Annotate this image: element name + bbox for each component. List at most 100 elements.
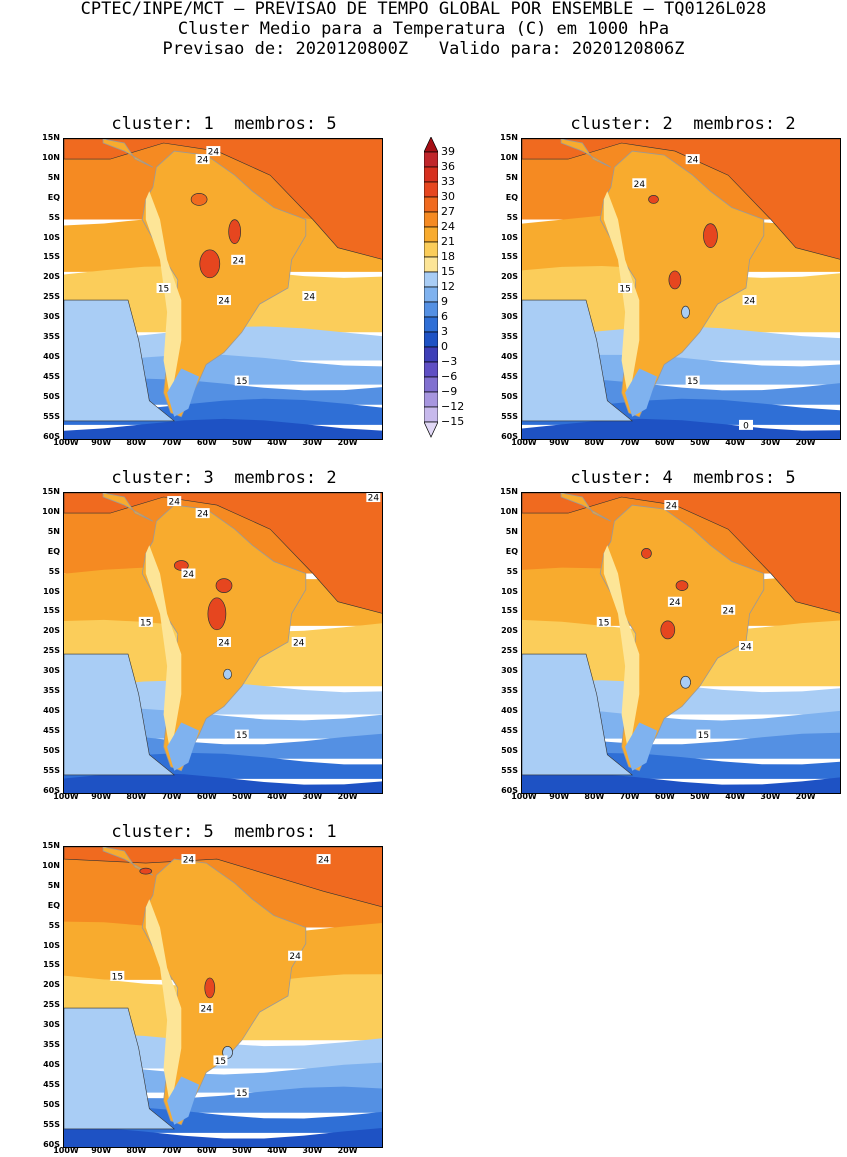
lat-tick-label: 55S — [43, 765, 60, 775]
lon-tick-label: 90W — [91, 438, 112, 447]
lat-tick-label: 35S — [43, 332, 60, 341]
warm-region — [64, 493, 382, 614]
map-panel: 24 24 24 15 15 0 — [521, 138, 841, 440]
svg-text:24: 24 — [289, 952, 301, 962]
lat-tick-label: 15N — [42, 133, 60, 142]
lat-tick-label: 5S — [48, 212, 60, 222]
colorbar-swatch — [423, 211, 439, 228]
contour-blob — [648, 195, 659, 204]
lon-tick-label: 50W — [232, 792, 252, 801]
contour-label: 24 — [199, 1003, 214, 1015]
lon-tick-label: 100W — [53, 1146, 79, 1155]
colorbar-swatch — [423, 301, 439, 318]
temperature-band — [522, 772, 840, 793]
panel-title: cluster: 5 membros: 1 — [111, 822, 337, 842]
lon-tick-label: 80W — [126, 1146, 147, 1155]
colorbar-graphic — [423, 136, 439, 438]
colorbar-level-label: 33 — [441, 175, 455, 188]
contour-label: 24 — [195, 154, 210, 166]
colorbar-level-label: 6 — [441, 310, 448, 323]
lat-tick-label: 35S — [501, 686, 518, 695]
lon-tick-label: 100W — [53, 792, 79, 801]
contour-label: 24 — [302, 291, 317, 303]
map-graphic: 24 24 24 24 24 24 15 15 — [64, 493, 382, 793]
colorbar-swatch — [423, 406, 439, 423]
lon-tick-label: 40W — [267, 792, 288, 801]
lat-tick-label: 15S — [501, 606, 518, 616]
patagonia-region — [625, 368, 658, 417]
warm-region — [522, 493, 840, 614]
lon-tick-label: 60W — [654, 438, 675, 447]
lat-tick-label: 20S — [43, 272, 60, 282]
panel-title: cluster: 3 membros: 2 — [111, 468, 337, 488]
colorbar-level-label: −9 — [441, 385, 458, 398]
lat-tick-label: 15N — [42, 487, 60, 496]
contour-label: 24 — [206, 146, 221, 158]
panel-title: cluster: 2 membros: 2 — [570, 114, 796, 134]
colorbar-swatch — [423, 241, 439, 258]
central-america — [102, 139, 154, 168]
colorbar-swatch — [423, 166, 439, 183]
lon-tick-label: 40W — [725, 438, 746, 447]
contour-label: 24 — [632, 178, 647, 190]
map-graphic: 24 24 24 24 15 15 15 — [64, 847, 382, 1147]
svg-text:24: 24 — [197, 156, 209, 166]
panel-title: cluster: 4 membros: 5 — [570, 468, 796, 488]
contour-blob — [680, 675, 691, 689]
contour-blob — [703, 223, 718, 248]
map-panel: 24 24 24 24 24 15 15 — [63, 138, 383, 440]
lon-tick-label: 90W — [91, 792, 112, 801]
lat-tick-label: 5N — [505, 172, 518, 182]
lat-tick-label: 60S — [501, 785, 518, 795]
svg-text:24: 24 — [634, 180, 646, 190]
colorbar-level-label: 27 — [441, 205, 455, 218]
central-america — [102, 493, 154, 522]
colorbar-level-label: −12 — [441, 400, 465, 413]
colorbar-level-label: 24 — [441, 220, 455, 233]
colorbar-level-label: 39 — [441, 145, 455, 158]
colorbar-level-label: 15 — [441, 265, 455, 278]
warm-region — [64, 847, 382, 908]
contour-label: 15 — [213, 1055, 228, 1067]
svg-text:24: 24 — [669, 598, 681, 608]
colorbar-swatch — [423, 346, 439, 363]
colorbar-swatch — [423, 421, 439, 438]
lat-tick-label: 30S — [43, 1020, 60, 1030]
lat-tick-label: 5N — [505, 526, 518, 536]
lat-tick-label: 15S — [43, 606, 60, 616]
lat-tick-label: 45S — [43, 371, 60, 381]
contour-blob — [173, 560, 189, 571]
colorbar-swatch — [423, 316, 439, 333]
warm-region — [64, 139, 382, 260]
lon-tick-label: 60W — [654, 792, 675, 801]
contour-blob — [681, 305, 690, 319]
lat-tick-label: 25S — [43, 646, 60, 656]
lon-tick-label: 20W — [337, 1146, 358, 1155]
lat-tick-label: 10N — [500, 506, 518, 516]
contour-label: 15 — [156, 282, 171, 294]
lat-tick-label: 45S — [501, 725, 518, 735]
lon-tick-label: 70W — [161, 438, 182, 447]
colorbar-swatch — [423, 331, 439, 348]
lat-tick-label: EQ — [505, 192, 518, 202]
contour-blob — [139, 867, 153, 875]
lat-tick-label: 10N — [42, 506, 60, 516]
lat-tick-label: 50S — [501, 745, 518, 755]
lon-tick-label: 30W — [302, 438, 323, 447]
lon-tick-label: 20W — [337, 792, 358, 801]
lat-tick-label: 25S — [501, 646, 518, 656]
lat-tick-label: 15S — [501, 252, 518, 262]
lat-tick-label: 30S — [43, 312, 60, 322]
svg-text:24: 24 — [687, 156, 699, 166]
lat-tick-label: 55S — [501, 765, 518, 775]
contour-blob — [228, 219, 242, 244]
lat-tick-label: 60S — [43, 1139, 60, 1149]
lon-tick-label: 50W — [232, 1146, 252, 1155]
lat-tick-label: 10N — [42, 152, 60, 162]
colorbar-swatch — [423, 256, 439, 273]
lat-tick-label: 15S — [43, 960, 60, 970]
lat-tick-label: 50S — [43, 391, 60, 401]
lon-tick-label: 50W — [232, 438, 252, 447]
contour-label: 24 — [291, 636, 306, 648]
andes-region — [603, 191, 640, 401]
